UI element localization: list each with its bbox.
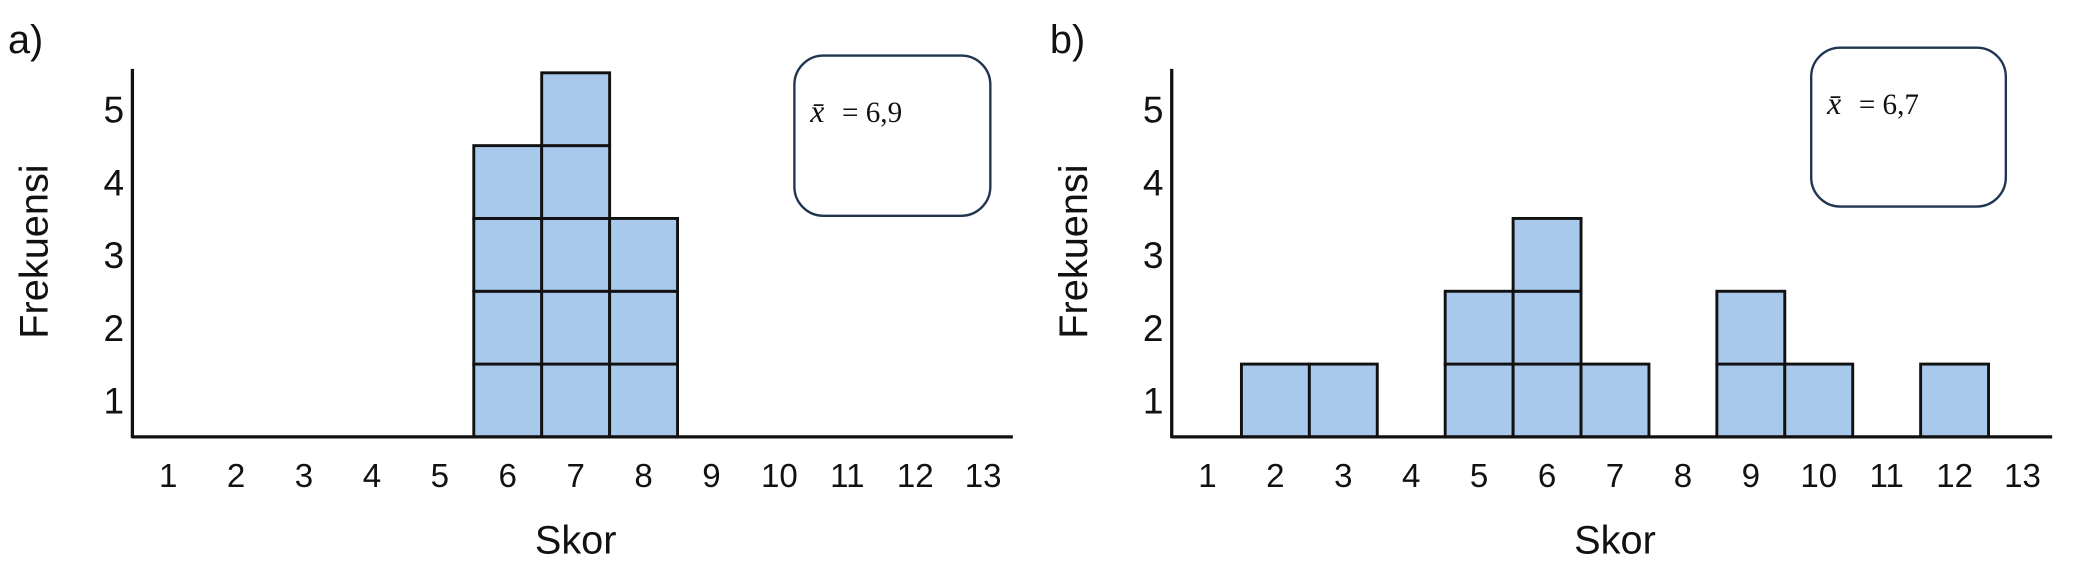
mean-box <box>793 54 992 217</box>
y-tick-label: 3 <box>1143 234 1164 276</box>
x-tick-label: 8 <box>1674 458 1692 495</box>
y-axis-label: Frekuensi <box>1052 164 1096 338</box>
x-tick-label: 5 <box>431 458 449 495</box>
mean-symbol: x̄ <box>809 94 824 129</box>
bar-unit-x8-1 <box>608 362 680 439</box>
bar-unit-x7-1 <box>540 362 612 439</box>
y-tick-label: 2 <box>104 307 125 349</box>
x-tick-label: 9 <box>1742 458 1760 495</box>
y-tick-label: 2 <box>1143 307 1164 349</box>
y-tick-label: 3 <box>104 234 125 276</box>
bar-unit-x6-1 <box>1511 362 1583 439</box>
mean-value: = 6,9 <box>842 97 902 129</box>
bar-unit-x10-1 <box>1783 362 1855 439</box>
x-axis-label: Skor <box>1574 518 1656 562</box>
bar-unit-x12-1 <box>1919 362 1991 439</box>
x-tick-label: 1 <box>1198 458 1216 495</box>
x-tick-label: 13 <box>965 458 1002 495</box>
bar-unit-x6-2 <box>472 289 544 366</box>
x-tick-label: 8 <box>634 458 652 495</box>
y-axis-label: Frekuensi <box>13 164 57 338</box>
bar-unit-x2-1 <box>1239 362 1311 439</box>
bar-unit-x6-2 <box>1511 289 1583 366</box>
bar-unit-x7-2 <box>540 289 612 366</box>
panel-label: b) <box>1050 18 1085 62</box>
panel-label: a) <box>8 18 43 62</box>
bar-unit-x7-4 <box>540 144 612 220</box>
mean-box <box>1810 46 2008 208</box>
mean-symbol: x̄ <box>1826 86 1841 121</box>
y-tick-label: 4 <box>104 161 125 203</box>
bar-unit-x6-3 <box>1511 216 1583 293</box>
x-tick-label: 1 <box>159 458 177 495</box>
y-tick-label: 5 <box>104 88 125 130</box>
bar-unit-x5-2 <box>1443 289 1515 366</box>
x-tick-label: 12 <box>1936 458 1973 495</box>
bar-unit-x9-1 <box>1715 362 1787 439</box>
x-tick-label: 10 <box>1800 458 1837 495</box>
bar-unit-x9-2 <box>1715 289 1787 366</box>
y-tick-label: 4 <box>1143 161 1164 203</box>
x-tick-label: 3 <box>295 458 313 495</box>
y-tick-label: 5 <box>1143 88 1164 130</box>
bar-unit-x7-5 <box>540 71 612 148</box>
bar-unit-x6-4 <box>472 144 544 220</box>
bar-unit-x7-3 <box>540 216 612 293</box>
x-tick-label: 2 <box>1266 458 1284 495</box>
y-tick-label: 1 <box>1143 380 1164 422</box>
bar-unit-x6-1 <box>472 362 544 439</box>
bar-unit-x7-1 <box>1579 362 1651 439</box>
x-tick-label: 7 <box>1606 458 1624 495</box>
x-tick-label: 2 <box>227 458 245 495</box>
x-tick-label: 4 <box>1402 458 1420 495</box>
x-tick-label: 5 <box>1470 458 1488 495</box>
x-tick-label: 6 <box>499 458 517 495</box>
y-tick-label: 1 <box>104 380 125 422</box>
x-tick-label: 9 <box>702 458 720 495</box>
x-tick-label: 13 <box>2004 458 2041 495</box>
bar-unit-x8-3 <box>608 216 680 293</box>
mean-value: = 6,7 <box>1859 89 1919 121</box>
x-tick-label: 10 <box>761 458 798 495</box>
bar-unit-x6-3 <box>472 216 544 293</box>
bar-unit-x3-1 <box>1307 362 1379 439</box>
x-tick-label: 11 <box>830 458 864 495</box>
x-tick-label: 3 <box>1334 458 1352 495</box>
x-tick-label: 7 <box>566 458 584 495</box>
x-tick-label: 12 <box>897 458 934 495</box>
x-tick-label: 6 <box>1538 458 1556 495</box>
bar-unit-x5-1 <box>1443 362 1515 439</box>
x-tick-label: 11 <box>1869 458 1903 495</box>
x-axis-label: Skor <box>535 518 617 562</box>
bar-unit-x8-2 <box>608 289 680 366</box>
x-tick-label: 4 <box>363 458 381 495</box>
